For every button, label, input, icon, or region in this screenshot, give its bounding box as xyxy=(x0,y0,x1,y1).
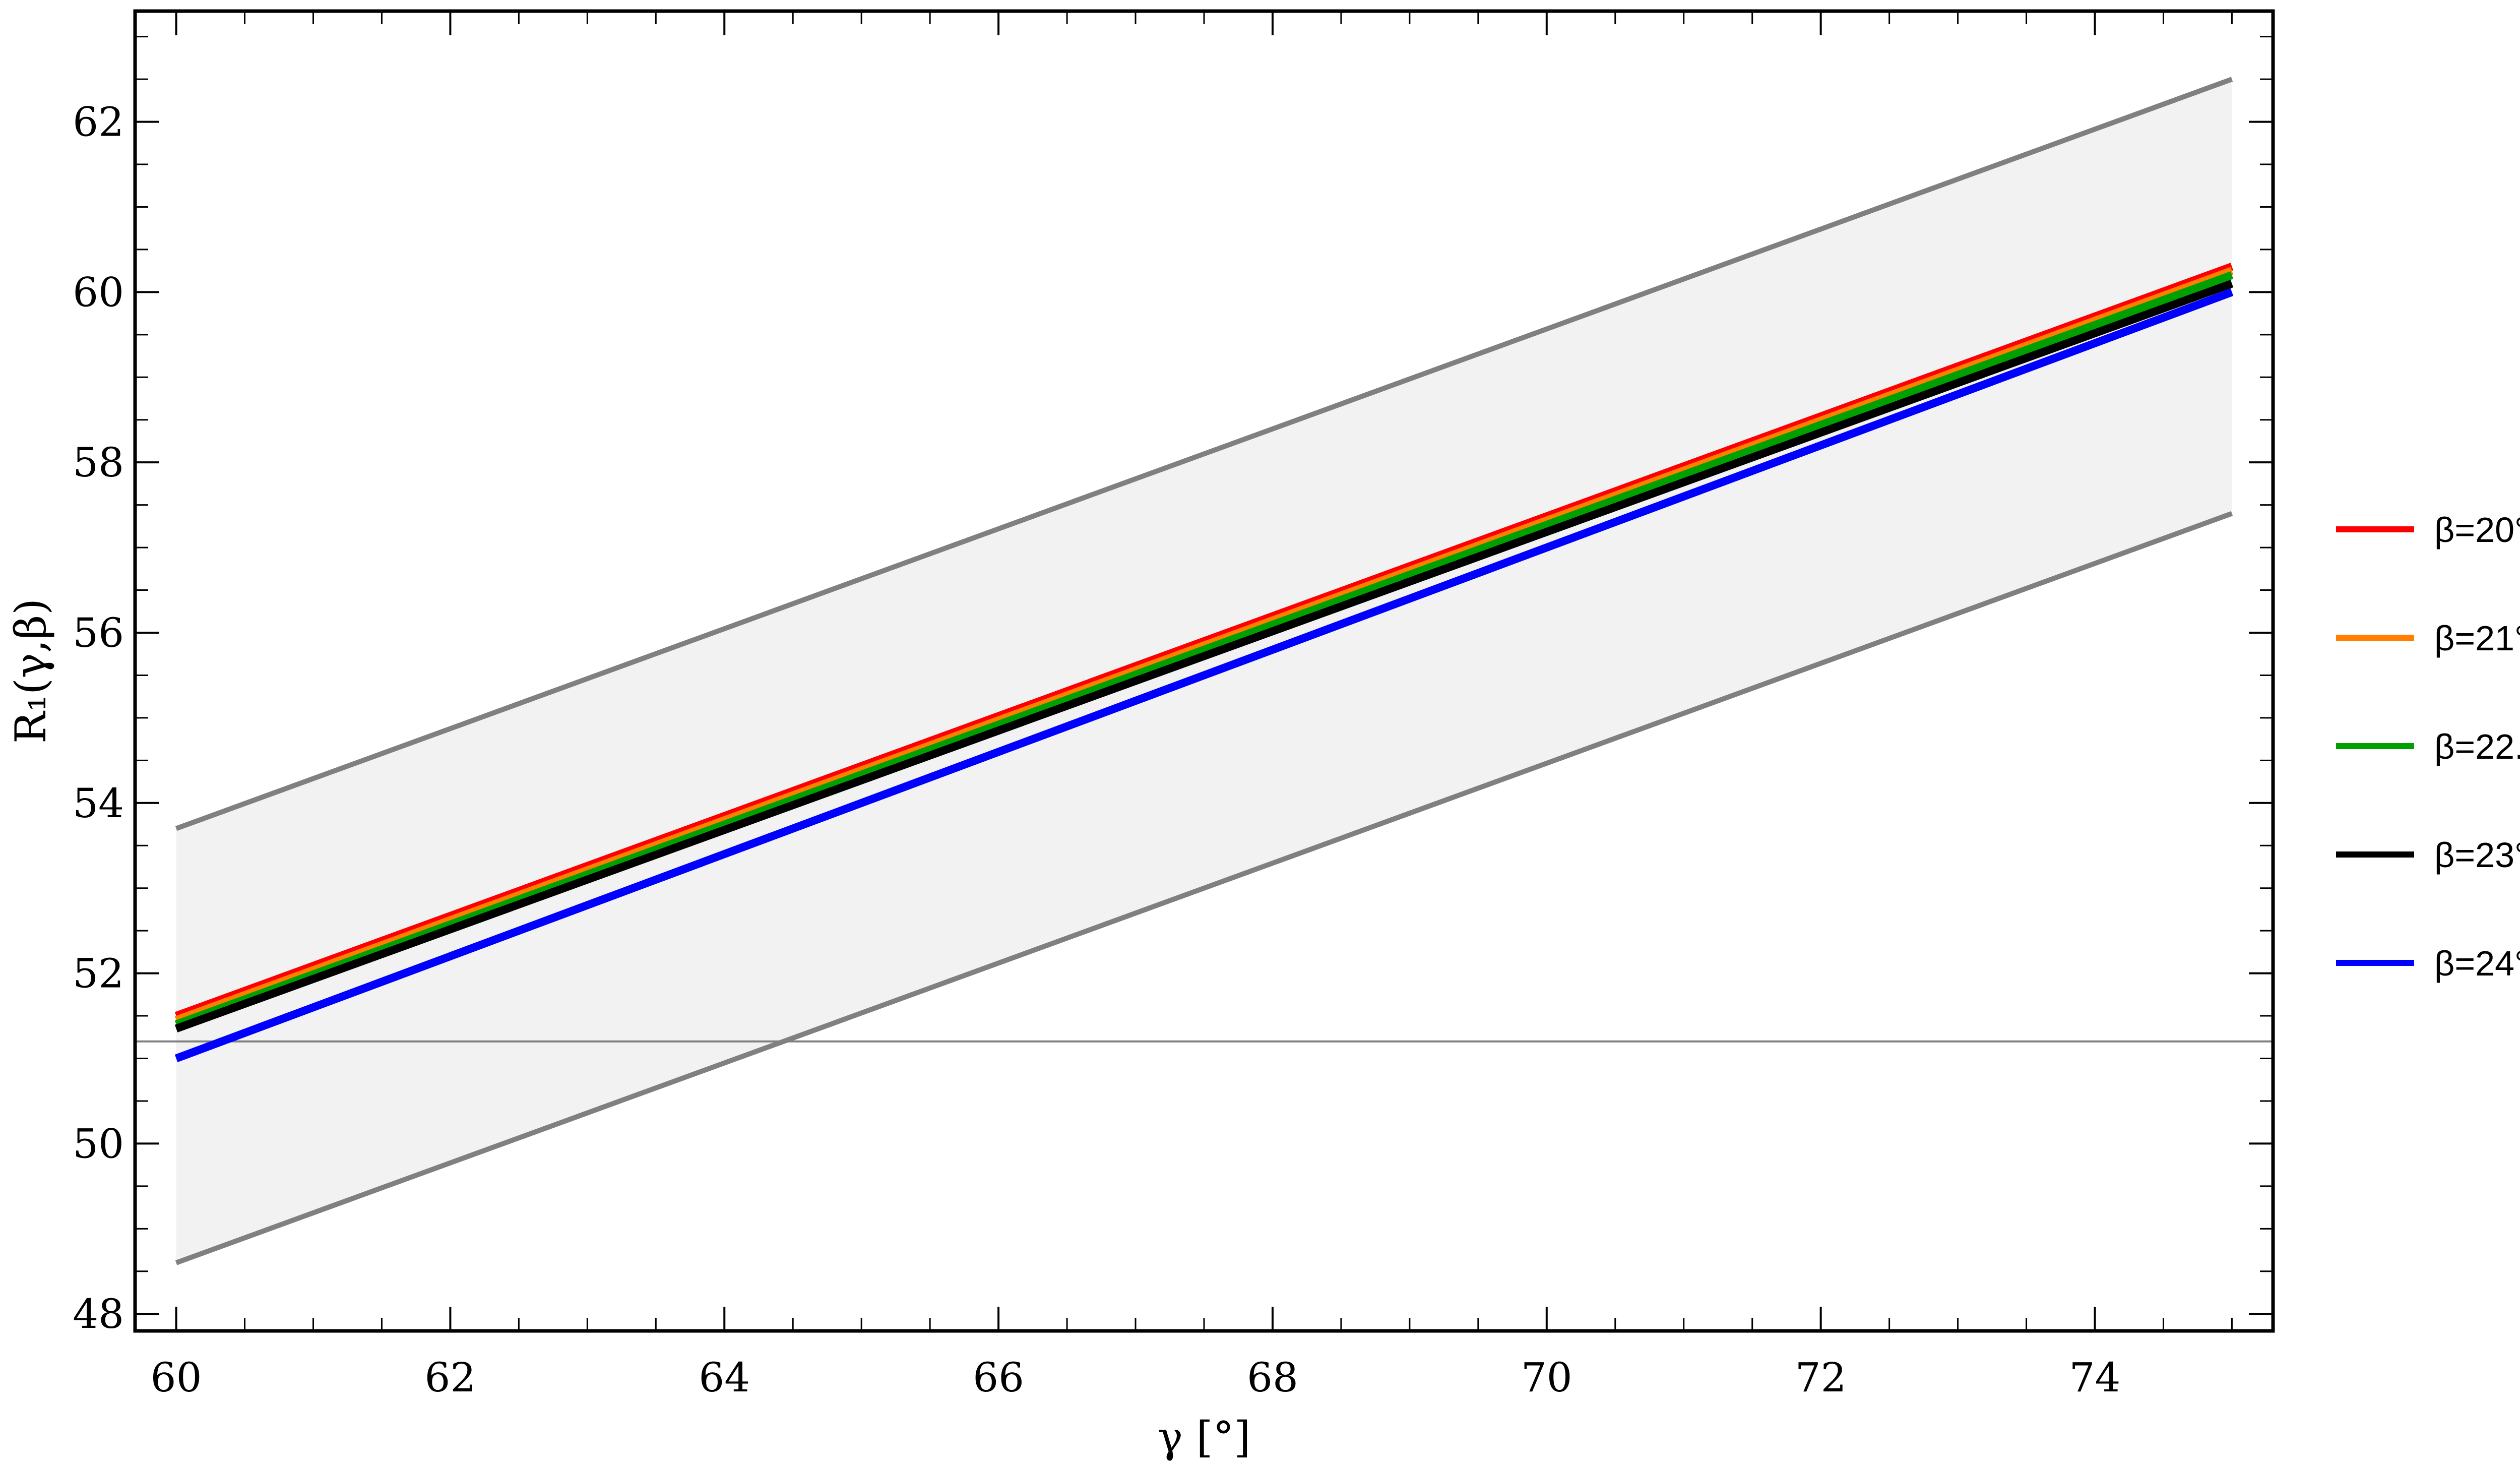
x-axis: 60 62 64 66 68 70 72 74 xyxy=(151,11,2233,1401)
x-tick-label: 66 xyxy=(973,1354,1024,1401)
y-tick-label: 54 xyxy=(73,780,124,827)
x-tick-label: 72 xyxy=(1795,1354,1847,1401)
legend-label-1: β=20° xyxy=(2434,510,2520,550)
legend-label-3: β=22.2° xyxy=(2434,727,2520,766)
y-tick-label: 60 xyxy=(73,269,124,316)
band-lower-line xyxy=(175,511,2233,1265)
x-tick-label: 70 xyxy=(1521,1354,1572,1401)
series-line-4 xyxy=(174,279,2234,1032)
x-axis-label: γ [°] xyxy=(1158,1413,1250,1462)
legend: β=20° β=21° β=22.2° β=23° β=24° xyxy=(2336,510,2520,983)
y-tick-label: 48 xyxy=(73,1291,124,1337)
y-axis: 48 50 52 54 56 58 60 62 xyxy=(73,36,2273,1337)
y-tick-label: 58 xyxy=(73,439,124,486)
x-tick-label: 60 xyxy=(151,1354,202,1401)
y-axis-label: R₁(γ,β) xyxy=(6,598,55,744)
x-tick-label: 68 xyxy=(1247,1354,1298,1401)
x-tick-label: 74 xyxy=(2069,1354,2121,1401)
y-tick-label: 50 xyxy=(73,1120,124,1167)
legend-label-5: β=24° xyxy=(2434,944,2520,983)
y-tick-label: 56 xyxy=(73,609,124,656)
band-upper-line xyxy=(175,77,2233,831)
series-line-3 xyxy=(174,271,2234,1028)
x-tick-label: 62 xyxy=(425,1354,476,1401)
series-line-5 xyxy=(174,288,2234,1063)
y-tick-label: 52 xyxy=(73,950,124,997)
legend-label-4: β=23° xyxy=(2434,835,2520,875)
plot-area xyxy=(135,77,2273,1265)
legend-label-2: β=21° xyxy=(2434,619,2520,658)
y-tick-label: 62 xyxy=(73,99,124,146)
x-tick-label: 64 xyxy=(699,1354,750,1401)
